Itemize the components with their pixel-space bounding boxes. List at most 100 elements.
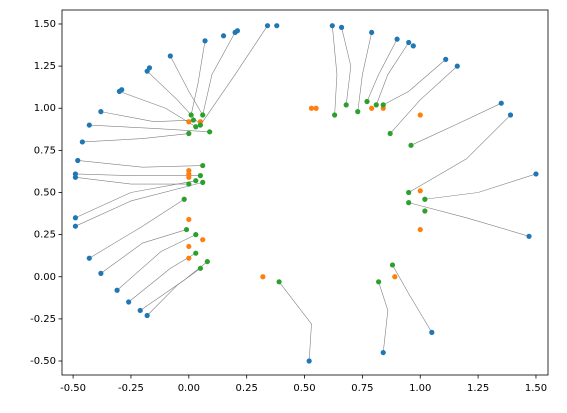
point bbox=[369, 105, 375, 111]
x-tick-label: 1.50 bbox=[525, 383, 547, 394]
point bbox=[274, 23, 280, 29]
point bbox=[75, 157, 81, 164]
point bbox=[526, 233, 532, 239]
point bbox=[380, 102, 386, 108]
trajectory bbox=[392, 264, 433, 333]
point bbox=[329, 23, 335, 29]
trajectory bbox=[366, 39, 398, 102]
point bbox=[200, 112, 206, 118]
trajectory bbox=[128, 252, 196, 303]
point bbox=[126, 299, 132, 305]
y-tick-label: 0.25 bbox=[34, 230, 56, 241]
trajectory bbox=[100, 111, 194, 123]
point bbox=[200, 237, 206, 243]
point bbox=[220, 33, 227, 39]
y-tick-label: 1.25 bbox=[34, 61, 56, 72]
point bbox=[200, 179, 206, 185]
point bbox=[313, 105, 319, 111]
y-tick-label: 1.00 bbox=[34, 103, 56, 114]
point bbox=[343, 102, 349, 108]
point bbox=[72, 215, 79, 221]
point bbox=[406, 189, 412, 196]
trajectory bbox=[116, 234, 196, 291]
point bbox=[406, 200, 412, 206]
point bbox=[373, 102, 379, 108]
point bbox=[186, 243, 192, 250]
point bbox=[417, 226, 423, 233]
point bbox=[234, 28, 241, 34]
trajectory bbox=[75, 173, 201, 176]
point bbox=[389, 262, 396, 268]
point bbox=[186, 130, 192, 137]
x-tick-label: 1.25 bbox=[467, 383, 489, 394]
point bbox=[369, 29, 375, 36]
trajectory bbox=[75, 177, 189, 185]
point bbox=[429, 329, 435, 335]
x-tick-label: 0.75 bbox=[351, 383, 373, 394]
trajectory bbox=[82, 133, 189, 143]
point bbox=[202, 38, 208, 44]
trajectory bbox=[202, 32, 236, 116]
point bbox=[79, 139, 85, 145]
point bbox=[186, 167, 192, 174]
y-tick-label: -0.25 bbox=[30, 314, 56, 325]
trajectory bbox=[100, 229, 187, 274]
point bbox=[276, 279, 282, 285]
trajectory bbox=[408, 114, 511, 193]
trajectory bbox=[383, 59, 446, 106]
point bbox=[197, 173, 203, 179]
x-tick-label: -0.50 bbox=[60, 383, 86, 394]
trajectory bbox=[378, 281, 389, 353]
point bbox=[364, 98, 370, 105]
point bbox=[186, 119, 192, 125]
point bbox=[417, 188, 423, 194]
point bbox=[188, 112, 194, 118]
point bbox=[406, 39, 412, 46]
point bbox=[193, 124, 199, 130]
point bbox=[146, 65, 153, 71]
x-tick-label: 0.25 bbox=[236, 383, 258, 394]
trajectory bbox=[170, 55, 203, 116]
point bbox=[183, 226, 190, 233]
x-tick-label: 0.50 bbox=[293, 383, 315, 394]
trajectory bbox=[357, 32, 372, 112]
trajectory bbox=[278, 281, 312, 362]
point bbox=[410, 43, 416, 49]
point bbox=[186, 181, 192, 187]
trajectory bbox=[375, 42, 409, 105]
point bbox=[332, 112, 338, 118]
point bbox=[167, 53, 173, 59]
point bbox=[137, 307, 143, 314]
point bbox=[186, 216, 192, 223]
trajectory bbox=[389, 65, 458, 134]
point bbox=[417, 112, 423, 118]
trajectory bbox=[424, 173, 537, 200]
trajectory bbox=[332, 25, 338, 116]
point bbox=[181, 196, 187, 202]
point bbox=[422, 196, 428, 202]
y-tick-label: 0.75 bbox=[34, 145, 56, 156]
point bbox=[338, 24, 345, 30]
y-tick-label: 0.00 bbox=[34, 272, 56, 283]
trajectory bbox=[190, 40, 206, 116]
point bbox=[375, 279, 382, 285]
point bbox=[98, 270, 104, 276]
point bbox=[454, 63, 460, 69]
point bbox=[197, 122, 203, 128]
plot-frame bbox=[61, 9, 549, 376]
point bbox=[264, 23, 271, 29]
point bbox=[72, 171, 79, 177]
point bbox=[193, 250, 199, 256]
point bbox=[422, 208, 428, 214]
point bbox=[119, 87, 125, 93]
point bbox=[260, 274, 266, 280]
point bbox=[355, 109, 361, 115]
point bbox=[86, 122, 92, 128]
point bbox=[387, 130, 393, 137]
point bbox=[200, 162, 206, 169]
point bbox=[443, 56, 449, 62]
y-tick-label: 1.50 bbox=[34, 19, 56, 30]
point bbox=[98, 109, 104, 115]
